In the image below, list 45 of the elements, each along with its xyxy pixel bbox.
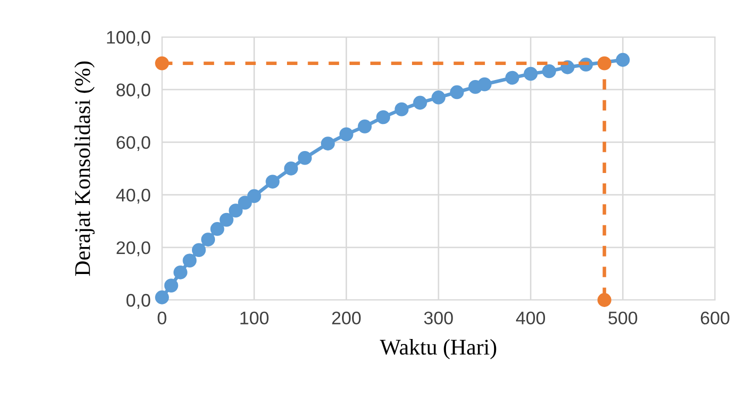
- point: [192, 243, 206, 257]
- point: [173, 265, 188, 280]
- point: [220, 212, 234, 227]
- x-tick-label: 200: [332, 312, 361, 324]
- point: [164, 278, 178, 292]
- point: [597, 56, 612, 70]
- point: [228, 204, 243, 218]
- x-tick-label: 400: [516, 312, 546, 324]
- point: [542, 64, 556, 78]
- y-tick-label: 80,0: [116, 84, 150, 98]
- x-tick-label: 0: [158, 312, 166, 324]
- point: [182, 254, 197, 268]
- point: [450, 85, 464, 100]
- point: [524, 66, 538, 81]
- point: [505, 70, 520, 85]
- x-tick-label: 500: [608, 312, 638, 324]
- point: [432, 90, 446, 104]
- point: [413, 96, 428, 110]
- point: [155, 56, 169, 70]
- point: [247, 189, 262, 204]
- point: [320, 136, 335, 150]
- y-tick-label: 0,0: [126, 294, 150, 309]
- point: [376, 110, 390, 124]
- y-tick-label: 100,0: [107, 30, 150, 46]
- point: [238, 196, 252, 210]
- point: [616, 52, 630, 67]
- y-tick-label: 60,0: [116, 136, 150, 152]
- point: [284, 162, 298, 176]
- point: [394, 102, 409, 116]
- x-tick-label: 300: [424, 312, 453, 324]
- y-axis-title: Derajat Konsolidasi (%): [74, 61, 95, 276]
- y-tick-label: 20,0: [116, 241, 150, 256]
- x-tick-label: 100: [240, 312, 269, 324]
- point: [339, 127, 354, 142]
- x-tick-label: 600: [700, 312, 730, 324]
- point: [358, 119, 372, 134]
- point: [155, 290, 169, 304]
- point: [201, 232, 216, 246]
- point: [298, 151, 312, 165]
- point: [597, 293, 612, 307]
- point: [478, 77, 492, 92]
- x-axis-title: Waktu (Hari): [380, 339, 496, 360]
- point: [266, 174, 280, 189]
- y-tick-label: 40,0: [116, 188, 150, 204]
- point: [210, 222, 224, 236]
